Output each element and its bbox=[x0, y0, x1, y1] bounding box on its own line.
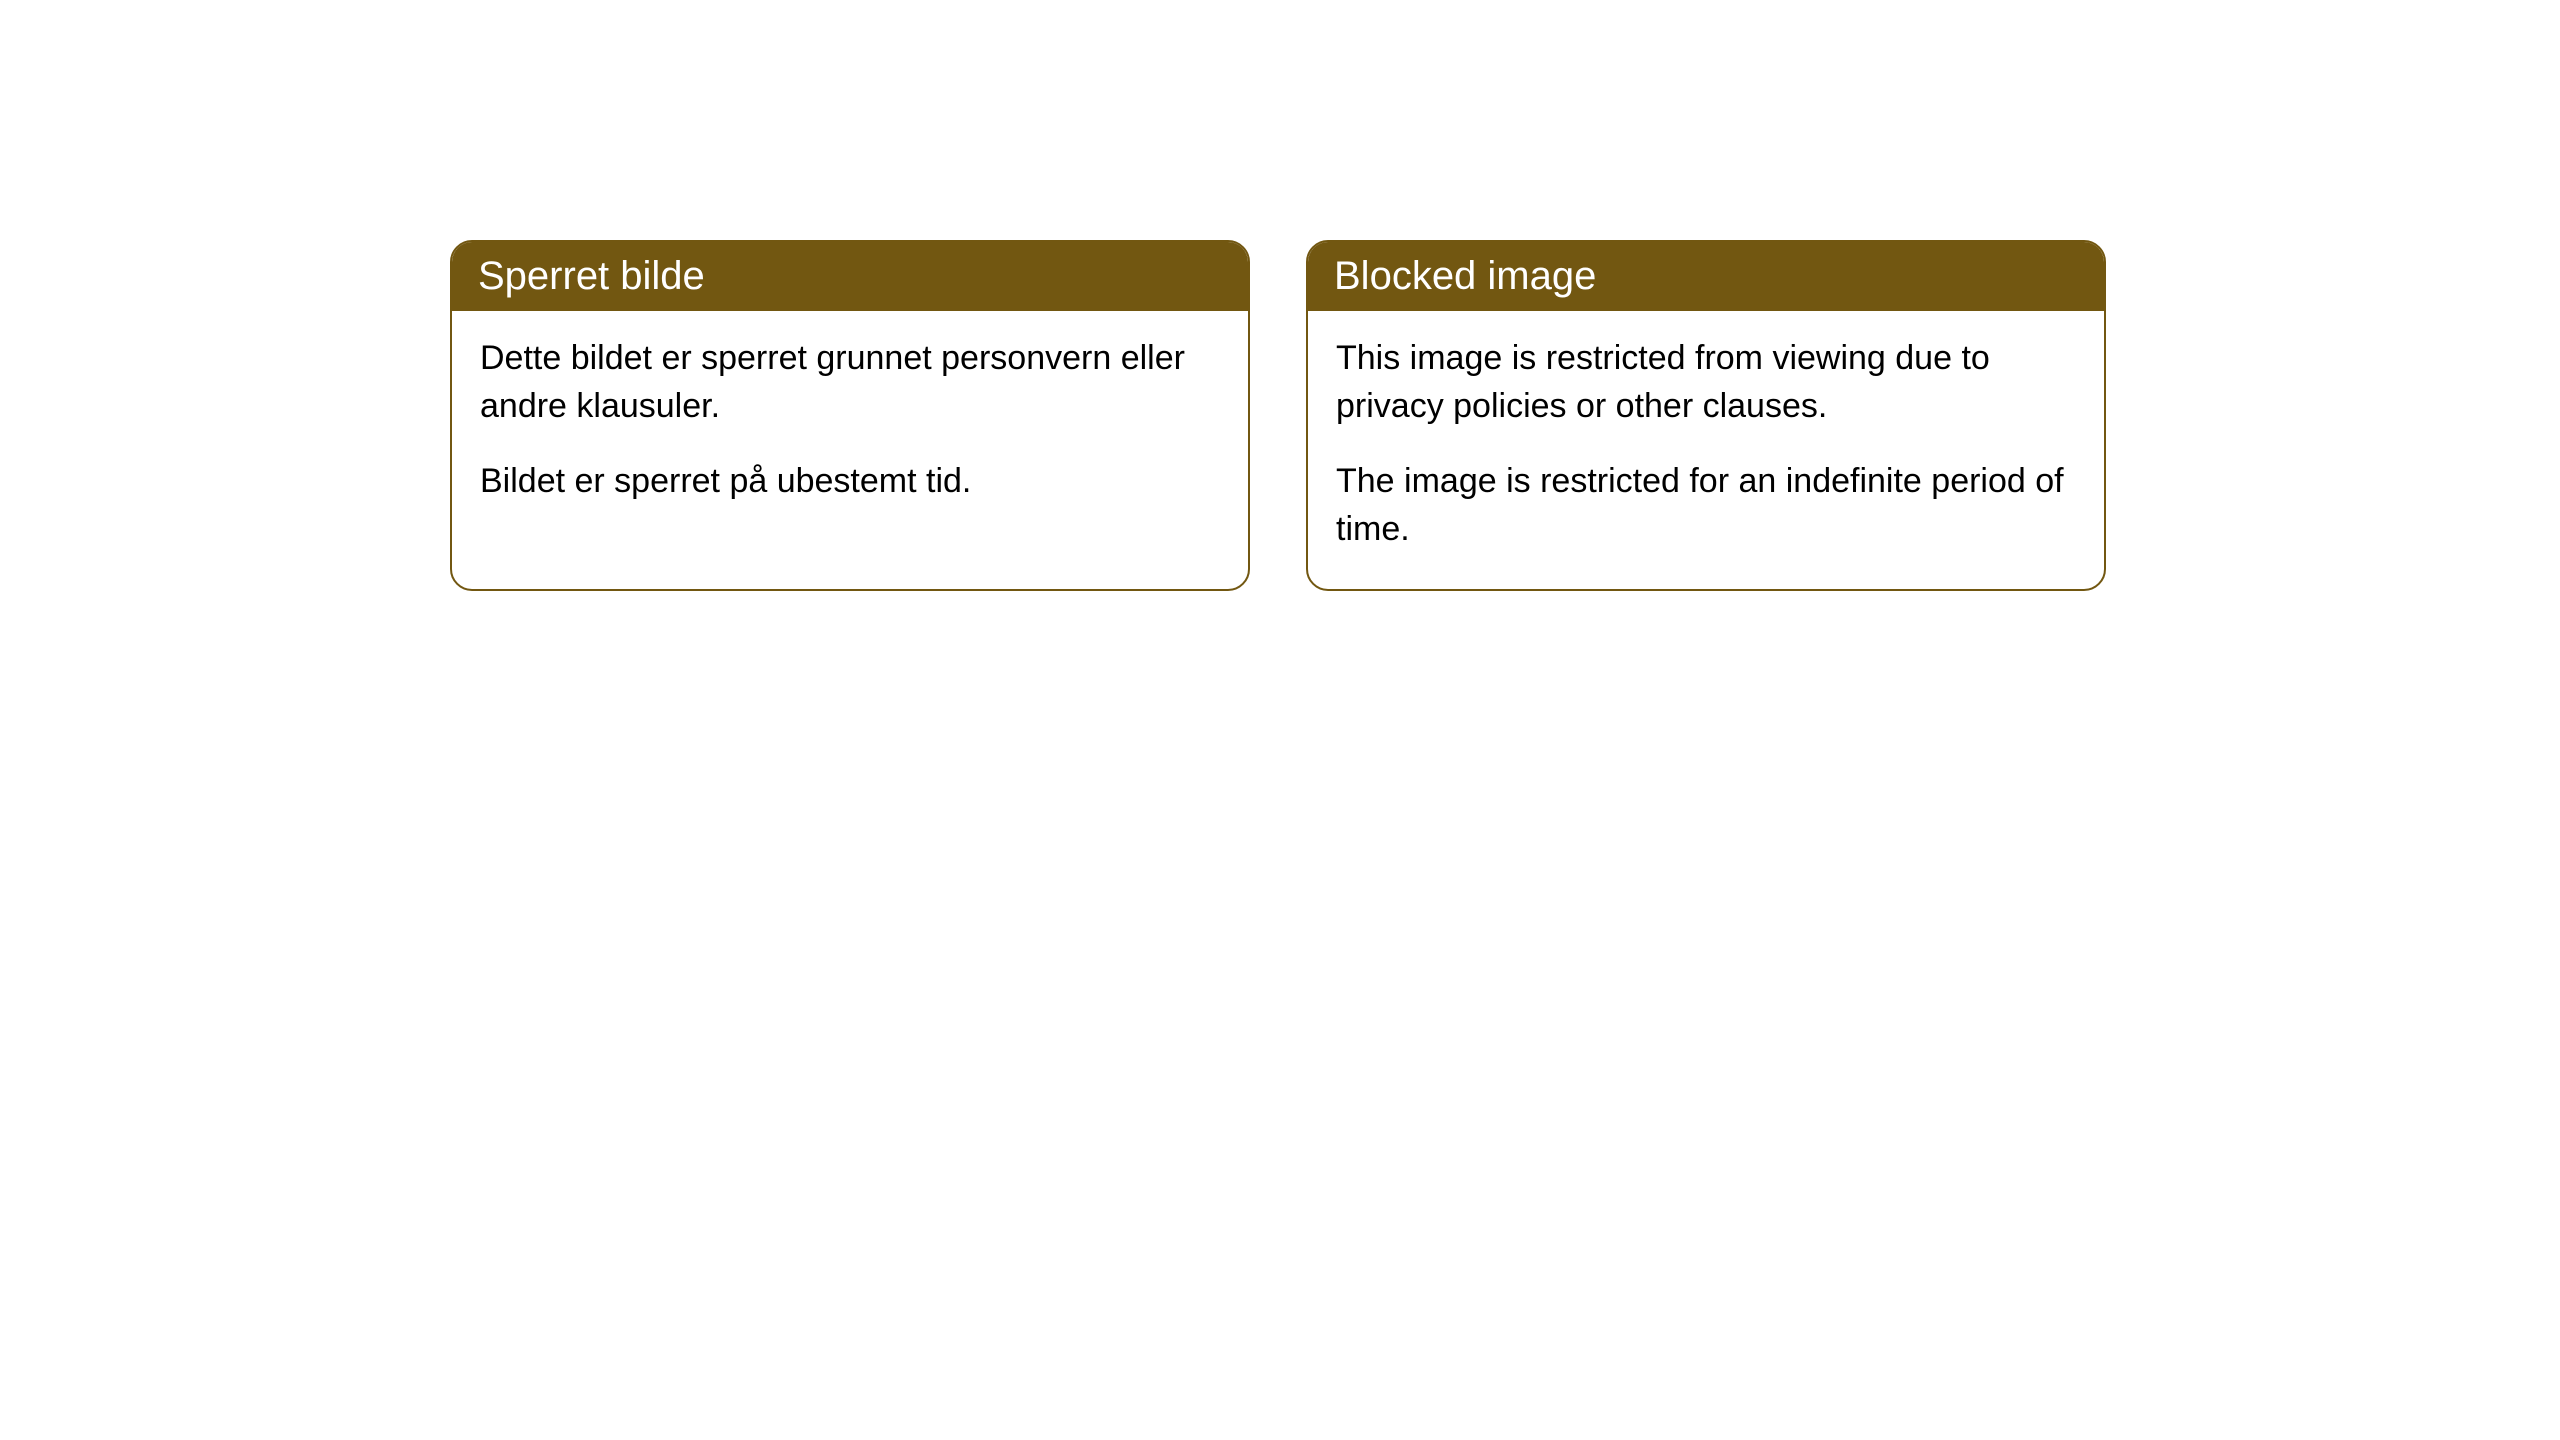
card-paragraph-1: Dette bildet er sperret grunnet personve… bbox=[480, 335, 1220, 430]
card-title: Blocked image bbox=[1334, 254, 1596, 298]
card-paragraph-2: Bildet er sperret på ubestemt tid. bbox=[480, 458, 1220, 506]
card-title: Sperret bilde bbox=[478, 254, 705, 298]
card-body: This image is restricted from viewing du… bbox=[1308, 311, 2104, 589]
card-norwegian: Sperret bilde Dette bildet er sperret gr… bbox=[450, 240, 1250, 591]
card-english: Blocked image This image is restricted f… bbox=[1306, 240, 2106, 591]
cards-container: Sperret bilde Dette bildet er sperret gr… bbox=[450, 240, 2560, 591]
card-paragraph-1: This image is restricted from viewing du… bbox=[1336, 335, 2076, 430]
card-header: Sperret bilde bbox=[452, 242, 1248, 311]
card-paragraph-2: The image is restricted for an indefinit… bbox=[1336, 458, 2076, 553]
card-header: Blocked image bbox=[1308, 242, 2104, 311]
card-body: Dette bildet er sperret grunnet personve… bbox=[452, 311, 1248, 542]
